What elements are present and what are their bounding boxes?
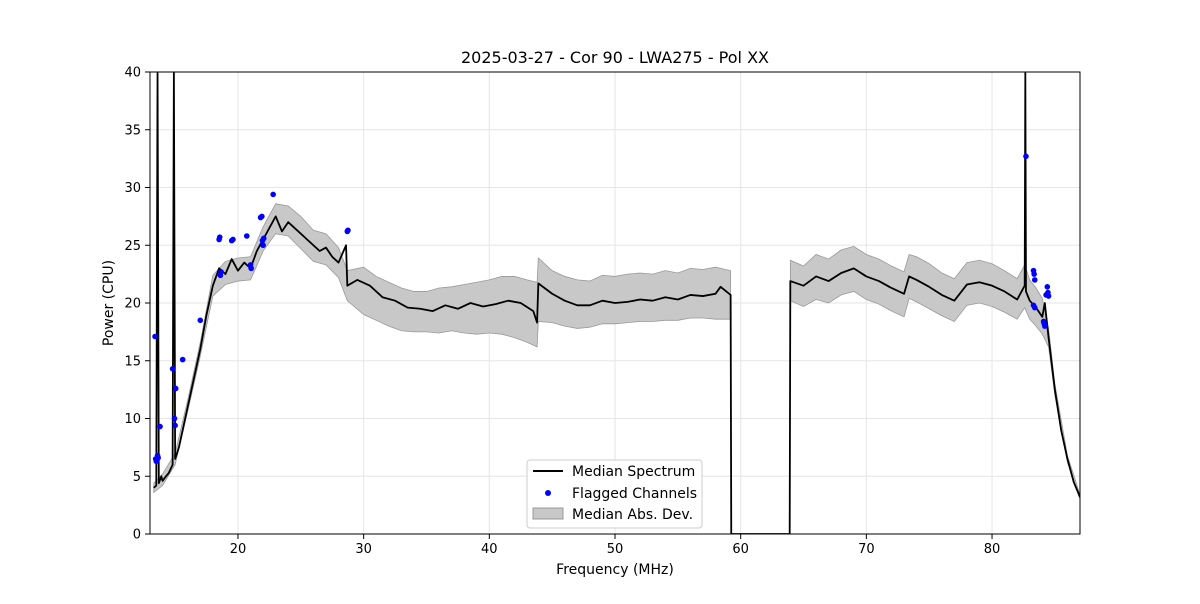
flagged-channel-point bbox=[243, 233, 250, 239]
flagged-channel-point bbox=[260, 242, 266, 249]
legend-box bbox=[526, 459, 703, 529]
x-tick-label: 60 bbox=[732, 542, 749, 557]
flagged-points-layer bbox=[152, 153, 1052, 465]
legend-mad-label: Median Abs. Dev. bbox=[572, 507, 693, 523]
flagged-channel-point bbox=[1031, 277, 1038, 283]
median-line-layer bbox=[153, 72, 1080, 534]
flagged-channel-point bbox=[230, 236, 236, 243]
flagged-channel-point bbox=[1045, 293, 1052, 299]
y-tick-label: 20 bbox=[124, 297, 141, 312]
flagged-channel-point bbox=[345, 227, 351, 234]
chart-title: 2025-03-27 - Cor 90 - LWA275 - Pol XX bbox=[461, 48, 769, 67]
y-tick-label: 0 bbox=[133, 528, 141, 543]
median-spectrum-line bbox=[153, 72, 1080, 534]
legend-flagged-swatch bbox=[545, 490, 551, 496]
flagged-channel-point bbox=[270, 191, 276, 198]
flagged-channel-point bbox=[260, 235, 267, 242]
flagged-channel-point bbox=[179, 356, 186, 363]
y-tick-label: 30 bbox=[124, 181, 141, 196]
flagged-channel-point bbox=[172, 422, 178, 429]
flagged-channel-point bbox=[152, 333, 158, 340]
legend: Median Spectrum Flagged Channels Median … bbox=[526, 459, 703, 529]
x-tick-label: 70 bbox=[858, 542, 875, 557]
mad-band-area bbox=[789, 245, 1080, 500]
y-tick-label: 25 bbox=[124, 239, 141, 254]
flagged-channel-point bbox=[1031, 304, 1038, 311]
flagged-channel-point bbox=[1042, 323, 1048, 329]
flagged-channel-point bbox=[218, 269, 224, 275]
flagged-channel-point bbox=[248, 265, 254, 272]
x-axis: 20 30 40 50 60 70 80 bbox=[230, 534, 1001, 557]
y-tick-label: 5 bbox=[133, 470, 141, 485]
flagged-channel-point bbox=[172, 385, 179, 392]
x-tick-label: 50 bbox=[607, 542, 624, 557]
legend-median-label: Median Spectrum bbox=[572, 464, 695, 480]
x-tick-label: 30 bbox=[355, 542, 372, 557]
y-tick-label: 35 bbox=[124, 123, 141, 138]
flagged-channel-point bbox=[155, 454, 161, 461]
legend-mad-swatch bbox=[532, 507, 564, 520]
flagged-channel-point bbox=[1031, 271, 1037, 277]
legend-flagged-label: Flagged Channels bbox=[572, 486, 697, 502]
flagged-channel-point bbox=[197, 317, 204, 324]
y-tick-label: 15 bbox=[124, 354, 141, 369]
y-axis: 0 5 10 15 20 25 30 35 40 bbox=[124, 66, 150, 543]
flagged-channel-point bbox=[216, 234, 223, 240]
flagged-channel-point bbox=[259, 213, 265, 220]
x-axis-label: Frequency (MHz) bbox=[556, 562, 674, 578]
flagged-channel-point bbox=[1044, 284, 1051, 290]
x-tick-label: 80 bbox=[984, 542, 1001, 557]
x-tick-label: 20 bbox=[230, 542, 247, 557]
flagged-channel-point bbox=[171, 415, 178, 422]
flagged-channel-point bbox=[1023, 153, 1029, 160]
y-tick-label: 10 bbox=[124, 412, 141, 427]
x-tick-label: 40 bbox=[481, 542, 498, 557]
flagged-channel-point bbox=[157, 423, 163, 430]
y-axis-label: Power (CPU) bbox=[101, 260, 117, 346]
y-tick-label: 40 bbox=[124, 66, 141, 81]
flagged-channel-point bbox=[169, 366, 176, 372]
